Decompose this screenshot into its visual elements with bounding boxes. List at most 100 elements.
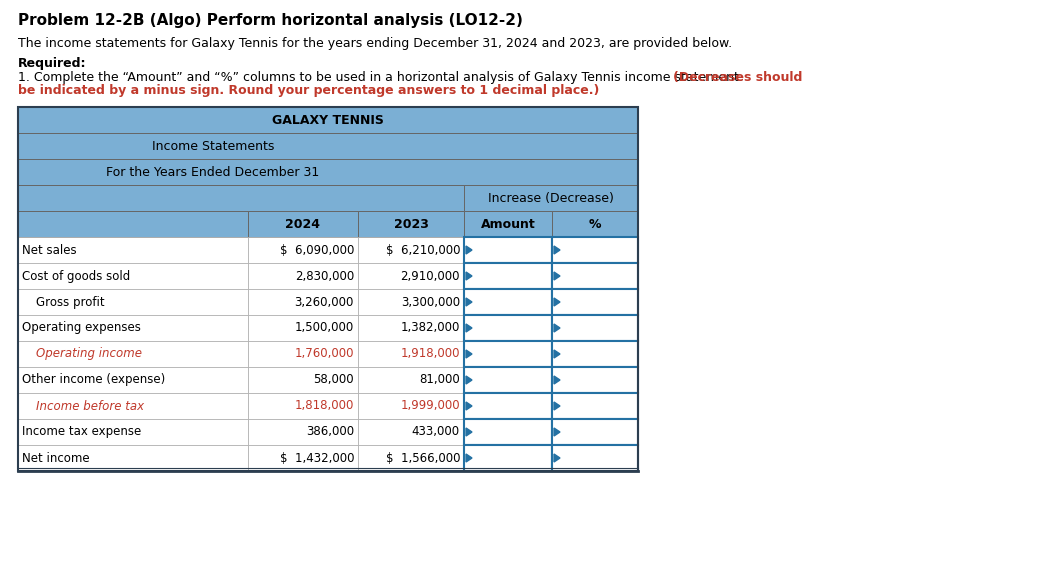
Bar: [552, 419, 638, 445]
Polygon shape: [554, 272, 560, 280]
Text: $  1,432,000: $ 1,432,000: [280, 451, 354, 464]
Polygon shape: [466, 376, 472, 384]
Text: Income tax expense: Income tax expense: [22, 426, 141, 439]
Polygon shape: [466, 324, 472, 332]
Text: 1. Complete the “Amount” and “%” columns to be used in a horizontal analysis of : 1. Complete the “Amount” and “%” columns…: [18, 71, 747, 84]
Bar: [358, 263, 464, 289]
Bar: [358, 315, 464, 341]
Text: (Decreases should: (Decreases should: [673, 71, 802, 84]
Polygon shape: [466, 454, 472, 462]
Text: Net income: Net income: [22, 451, 90, 464]
Bar: [248, 263, 358, 289]
Text: Problem 12-2B (Algo) Perform horizontal analysis (LO12-2): Problem 12-2B (Algo) Perform horizontal …: [18, 13, 523, 27]
Bar: [464, 393, 552, 419]
Bar: [18, 393, 248, 419]
Bar: [248, 393, 358, 419]
Text: 433,000: 433,000: [412, 426, 460, 439]
Polygon shape: [554, 454, 560, 462]
Bar: [248, 315, 358, 341]
Bar: [358, 237, 464, 263]
Text: Income before tax: Income before tax: [36, 399, 144, 413]
Text: 2023: 2023: [393, 217, 428, 230]
Text: Operating expenses: Operating expenses: [22, 321, 141, 335]
Bar: [248, 237, 358, 263]
Bar: [18, 315, 248, 341]
Bar: [248, 419, 358, 445]
Bar: [552, 315, 638, 341]
Bar: [552, 367, 638, 393]
Text: Increase (Decrease): Increase (Decrease): [488, 192, 614, 204]
Polygon shape: [554, 350, 560, 358]
Text: The income statements for Galaxy Tennis for the years ending December 31, 2024 a: The income statements for Galaxy Tennis …: [18, 36, 732, 50]
Bar: [464, 419, 552, 445]
Text: $  6,210,000: $ 6,210,000: [386, 244, 460, 257]
Bar: [552, 237, 638, 263]
Bar: [18, 133, 638, 159]
Bar: [18, 159, 638, 185]
Bar: [18, 263, 248, 289]
Bar: [18, 445, 248, 471]
Bar: [464, 289, 552, 315]
Bar: [18, 367, 248, 393]
Text: 2024: 2024: [285, 217, 320, 230]
Text: 1,999,000: 1,999,000: [401, 399, 460, 413]
Bar: [464, 211, 552, 237]
Bar: [552, 393, 638, 419]
Bar: [18, 419, 248, 445]
Bar: [464, 341, 552, 367]
Bar: [552, 211, 638, 237]
Text: Other income (expense): Other income (expense): [22, 373, 165, 386]
Bar: [358, 211, 464, 237]
Text: 386,000: 386,000: [306, 426, 354, 439]
Polygon shape: [554, 324, 560, 332]
Text: 1,760,000: 1,760,000: [295, 348, 354, 361]
Bar: [464, 263, 552, 289]
Polygon shape: [554, 428, 560, 436]
Bar: [358, 367, 464, 393]
Bar: [248, 341, 358, 367]
Bar: [552, 289, 638, 315]
Bar: [358, 289, 464, 315]
Bar: [248, 289, 358, 315]
Text: GALAXY TENNIS: GALAXY TENNIS: [272, 113, 384, 126]
Bar: [358, 445, 464, 471]
Text: 1,818,000: 1,818,000: [295, 399, 354, 413]
Polygon shape: [554, 402, 560, 410]
Bar: [18, 289, 248, 315]
Polygon shape: [466, 272, 472, 280]
Bar: [552, 445, 638, 471]
Bar: [464, 315, 552, 341]
Text: Required:: Required:: [18, 56, 87, 69]
Bar: [464, 237, 552, 263]
Text: 2,910,000: 2,910,000: [401, 270, 460, 282]
Text: $  6,090,000: $ 6,090,000: [280, 244, 354, 257]
Polygon shape: [466, 350, 472, 358]
Text: 3,260,000: 3,260,000: [295, 295, 354, 308]
Text: 81,000: 81,000: [420, 373, 460, 386]
Bar: [552, 341, 638, 367]
Bar: [552, 263, 638, 289]
Text: %: %: [588, 217, 601, 230]
Text: Gross profit: Gross profit: [36, 295, 105, 308]
Text: 3,300,000: 3,300,000: [401, 295, 460, 308]
Text: be indicated by a minus sign. Round your percentage answers to 1 decimal place.): be indicated by a minus sign. Round your…: [18, 84, 599, 97]
Bar: [248, 445, 358, 471]
Text: 58,000: 58,000: [314, 373, 354, 386]
Text: 2,830,000: 2,830,000: [295, 270, 354, 282]
Text: Net sales: Net sales: [22, 244, 76, 257]
Text: 1,918,000: 1,918,000: [401, 348, 460, 361]
Bar: [464, 185, 638, 211]
Text: Amount: Amount: [480, 217, 535, 230]
Bar: [18, 341, 248, 367]
Bar: [464, 445, 552, 471]
Text: For the Years Ended December 31: For the Years Ended December 31: [106, 166, 320, 179]
Bar: [18, 107, 638, 471]
Bar: [248, 367, 358, 393]
Bar: [358, 393, 464, 419]
Polygon shape: [466, 428, 472, 436]
Polygon shape: [466, 298, 472, 306]
Text: Income Statements: Income Statements: [152, 139, 275, 152]
Polygon shape: [466, 402, 472, 410]
Bar: [18, 185, 464, 211]
Text: Cost of goods sold: Cost of goods sold: [22, 270, 130, 282]
